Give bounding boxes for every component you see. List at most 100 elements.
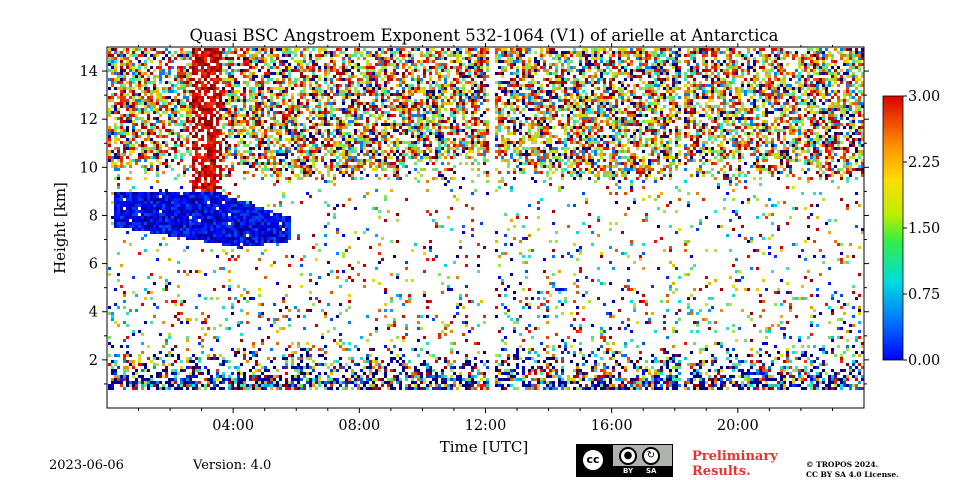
heatmap-cell — [159, 63, 162, 66]
heatmap-cell — [183, 231, 186, 234]
heatmap-cell — [180, 75, 183, 78]
heatmap-cell — [279, 231, 282, 234]
heatmap-cell — [114, 222, 117, 225]
heatmap-cell — [165, 105, 168, 108]
heatmap-cell — [126, 99, 129, 102]
heatmap-cell — [279, 150, 282, 153]
heatmap-cell — [192, 204, 195, 207]
heatmap-cell — [195, 99, 198, 102]
heatmap-cell — [420, 123, 423, 126]
heatmap-cell — [210, 114, 213, 117]
heatmap-cell — [378, 132, 381, 135]
heatmap-cell — [372, 147, 375, 150]
heatmap-cell — [285, 129, 288, 132]
heatmap-cell — [264, 219, 267, 222]
heatmap-cell — [111, 81, 114, 84]
heatmap-cell — [396, 360, 399, 363]
heatmap-cell — [192, 162, 195, 165]
heatmap-cell — [333, 177, 336, 180]
heatmap-cell — [276, 342, 279, 345]
heatmap-cell — [303, 150, 306, 153]
heatmap-cell — [195, 105, 198, 108]
heatmap-cell — [237, 234, 240, 237]
heatmap-cell — [381, 384, 384, 387]
heatmap-cell — [318, 276, 321, 279]
heatmap-cell — [225, 78, 228, 81]
heatmap-cell — [129, 81, 132, 84]
heatmap-cell — [249, 75, 252, 78]
heatmap-cell — [195, 72, 198, 75]
heatmap-cell — [300, 384, 303, 387]
heatmap-cell — [228, 237, 231, 240]
heatmap-cell — [258, 114, 261, 117]
heatmap-cell — [276, 243, 279, 246]
heatmap-cell — [414, 387, 417, 390]
heatmap-cell — [243, 114, 246, 117]
heatmap-cell — [189, 90, 192, 93]
heatmap-cell — [126, 60, 129, 63]
heatmap-cell — [357, 387, 360, 390]
heatmap-cell — [435, 57, 438, 60]
heatmap-cell — [351, 168, 354, 171]
heatmap-cell — [297, 234, 300, 237]
heatmap-cell — [243, 171, 246, 174]
heatmap-cell — [366, 117, 369, 120]
heatmap-cell — [192, 186, 195, 189]
heatmap-cell — [132, 195, 135, 198]
heatmap-cell — [108, 132, 111, 135]
heatmap-cell — [204, 156, 207, 159]
heatmap-cell — [324, 180, 327, 183]
heatmap-cell — [366, 141, 369, 144]
heatmap-cell — [354, 93, 357, 96]
heatmap-cell — [240, 234, 243, 237]
heatmap-cell — [204, 192, 207, 195]
heatmap-cell — [153, 354, 156, 357]
heatmap-cell — [204, 297, 207, 300]
heatmap-cell — [363, 87, 366, 90]
heatmap-cell — [432, 258, 435, 261]
heatmap-cell — [384, 51, 387, 54]
heatmap-cell — [240, 246, 243, 249]
heatmap-cell — [405, 84, 408, 87]
heatmap-cell — [213, 147, 216, 150]
heatmap-cell — [252, 222, 255, 225]
heatmap-cell — [402, 81, 405, 84]
heatmap-cell — [342, 66, 345, 69]
heatmap-cell — [333, 129, 336, 132]
heatmap-cell — [411, 249, 414, 252]
heatmap-cell — [321, 114, 324, 117]
heatmap-cell — [177, 102, 180, 105]
heatmap-cell — [243, 204, 246, 207]
heatmap-cell — [135, 108, 138, 111]
heatmap-cell — [249, 387, 252, 390]
heatmap-cell — [180, 120, 183, 123]
heatmap-cell — [387, 138, 390, 141]
heatmap-cell — [384, 288, 387, 291]
heatmap-cell — [402, 57, 405, 60]
heatmap-cell — [183, 174, 186, 177]
heatmap-cell — [354, 345, 357, 348]
heatmap-cell — [252, 90, 255, 93]
heatmap-cell — [306, 351, 309, 354]
heatmap-cell — [282, 54, 285, 57]
heatmap-cell — [189, 111, 192, 114]
heatmap-cell — [174, 153, 177, 156]
heatmap-cell — [375, 174, 378, 177]
heatmap-cell — [426, 363, 429, 366]
heatmap-cell — [201, 138, 204, 141]
heatmap-cell — [273, 72, 276, 75]
heatmap-cell — [360, 171, 363, 174]
heatmap-cell — [177, 117, 180, 120]
heatmap-cell — [306, 153, 309, 156]
heatmap-cell — [294, 384, 297, 387]
heatmap-cell — [291, 96, 294, 99]
heatmap-cell — [342, 78, 345, 81]
heatmap-cell — [168, 333, 171, 336]
heatmap-cell — [204, 234, 207, 237]
heatmap-cell — [336, 387, 339, 390]
heatmap-cell — [123, 135, 126, 138]
heatmap-cell — [303, 174, 306, 177]
heatmap-cell — [414, 135, 417, 138]
heatmap-cell — [234, 234, 237, 237]
heatmap-cell — [201, 228, 204, 231]
